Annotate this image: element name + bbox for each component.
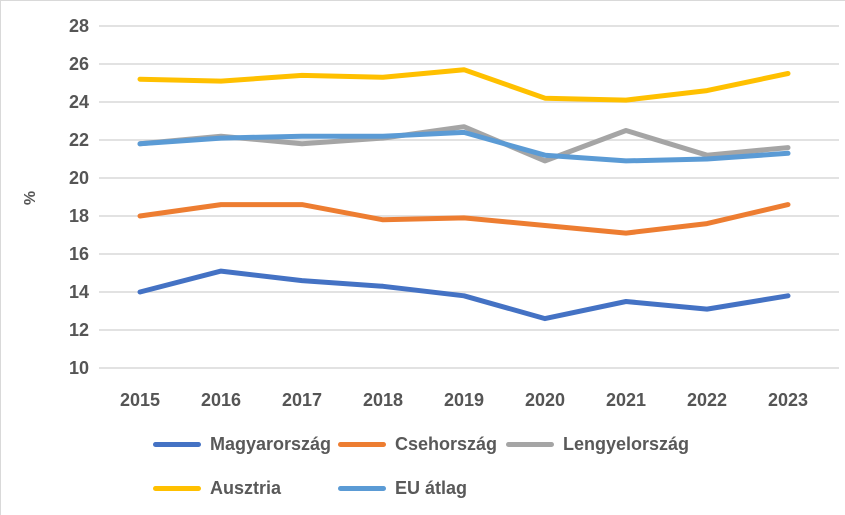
x-tick-label: 2019: [443, 390, 485, 410]
y-tick-label: 12: [68, 320, 89, 340]
legend-label: Magyarország: [210, 434, 332, 454]
legend-label: Lengyelország: [563, 434, 690, 454]
legend-line-swatch: [153, 442, 201, 447]
y-tick-label: 20: [68, 168, 89, 188]
y-tick-label: 28: [68, 16, 89, 36]
y-tick-label: 24: [68, 92, 89, 112]
legend-item: Magyarország: [153, 434, 338, 455]
y-tick-label: 22: [68, 130, 89, 150]
legend-label: Ausztria: [210, 478, 282, 498]
x-tick-label: 2022: [686, 390, 728, 410]
legend-label: EU átlag: [395, 478, 468, 498]
x-tick-label: 2015: [119, 390, 161, 410]
legend-line-swatch: [506, 442, 554, 447]
y-tick-label: 10: [68, 358, 89, 378]
legend-item: Lengyelország: [506, 434, 689, 455]
x-tick-label: 2016: [200, 390, 242, 410]
series-line-csehorsz-g: [137, 202, 791, 236]
legend-line-swatch: [153, 486, 201, 491]
legend-item: EU átlag: [338, 478, 506, 499]
series-line-magyarorsz-g: [137, 268, 791, 322]
legend-line-swatch: [338, 486, 386, 491]
legend-label: Csehország: [395, 434, 498, 454]
y-tick-label: 26: [68, 54, 89, 74]
x-tick-label: 2017: [281, 390, 323, 410]
legend-item: Ausztria: [153, 478, 338, 499]
plot-area: [99, 25, 839, 369]
series-line-ausztria: [137, 67, 791, 103]
legend-item: Csehország: [338, 434, 506, 455]
y-tick-label: 16: [68, 244, 89, 264]
x-tick-label: 2023: [767, 390, 809, 410]
y-tick-label: 14: [68, 282, 89, 302]
x-tick-label: 2020: [524, 390, 566, 410]
legend: Magyarország Csehország Lengyelország Auszt…: [153, 434, 689, 499]
legend-line-swatch: [338, 442, 386, 447]
series-line-eu-tlag: [137, 129, 791, 164]
y-tick-label: 18: [68, 206, 89, 226]
x-tick-label: 2018: [362, 390, 404, 410]
x-tick-label: 2021: [605, 390, 647, 410]
